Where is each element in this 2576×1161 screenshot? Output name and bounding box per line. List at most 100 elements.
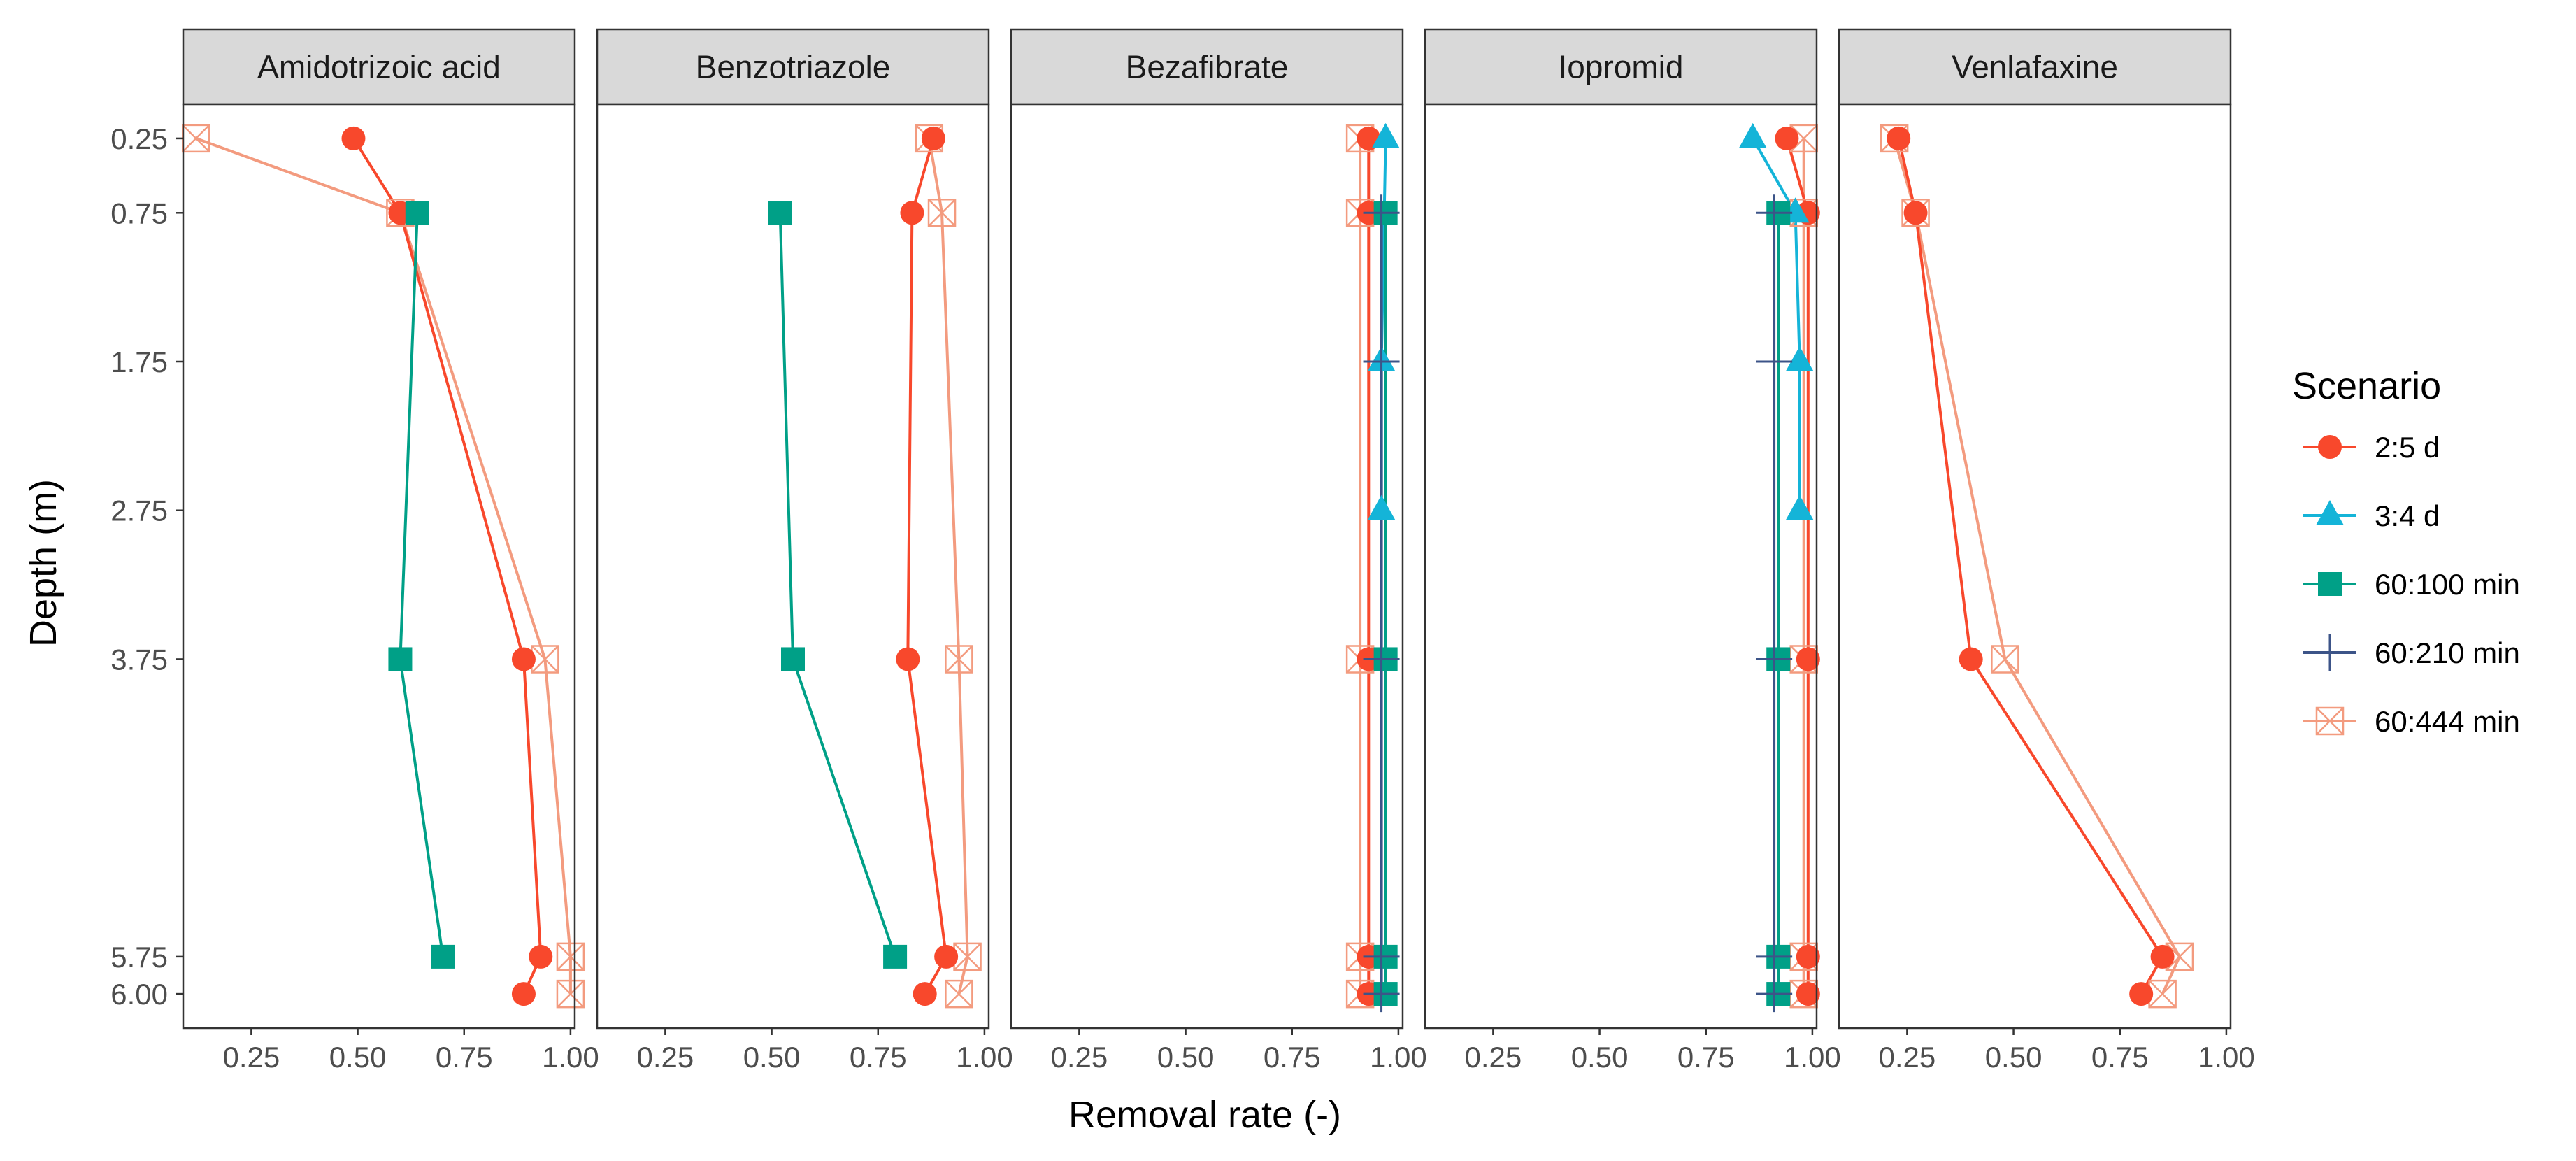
legend-key-marker — [2312, 634, 2348, 671]
point-2-5-d — [1887, 126, 1911, 150]
line-3-4-d — [1751, 137, 1801, 511]
x-axis-title: Removal rate (-) — [1068, 1094, 1341, 1136]
point-60-210-min — [1756, 976, 1793, 1013]
facet-strip-label: Iopromid — [1559, 49, 1684, 85]
x-tick-label: 0.25 — [223, 1041, 280, 1074]
point-60-444-min — [927, 199, 957, 227]
point-60-210-min — [1363, 938, 1400, 975]
series-markers — [182, 124, 585, 1009]
point-60-444-min — [945, 979, 973, 1009]
y-tick-label: 6.00 — [110, 978, 168, 1011]
legend-item-60-444-min: 60:444 min — [2303, 705, 2520, 738]
point-3-4-d — [1367, 494, 1396, 520]
panel-background — [1425, 104, 1817, 1028]
x-tick-label: 0.75 — [436, 1041, 493, 1074]
x-tick-label: 1.00 — [2198, 1041, 2255, 1074]
legend-key-marker — [2315, 706, 2345, 736]
point-60-100-min — [405, 201, 429, 225]
facet-panel-iopromid: Iopromid 0.25 0.50 0.75 1.00 — [1424, 28, 1841, 1074]
point-60-100-min — [883, 944, 908, 969]
point-2-5-d — [1796, 647, 1820, 671]
panel-border — [1838, 103, 2232, 1030]
legend-label: 60:100 min — [2375, 568, 2520, 601]
legend-label: 60:444 min — [2375, 705, 2520, 738]
point-2-5-d — [511, 647, 536, 671]
point-60-210-min — [1756, 641, 1793, 678]
point-2-5-d — [1796, 982, 1820, 1006]
facet-strip-label: Venlafaxine — [1952, 49, 2118, 85]
legend-label: 2:5 d — [2375, 431, 2440, 464]
point-60-100-min — [781, 647, 805, 671]
panel-background — [183, 104, 575, 1028]
series-markers — [1880, 124, 2194, 1009]
panel-background — [1011, 104, 1403, 1028]
series-markers — [768, 124, 982, 1009]
y-tick-label: 0.75 — [110, 197, 168, 229]
x-tick-label: 0.25 — [1465, 1041, 1522, 1074]
point-2-5-d — [913, 982, 937, 1006]
point-3-4-d — [1785, 346, 1814, 372]
x-tick-label: 0.25 — [1051, 1041, 1108, 1074]
point-60-210-min — [1756, 938, 1793, 975]
facet-panel-venlafaxine: Venlafaxine 0.25 0.50 0.75 1.00 — [1838, 28, 2255, 1074]
point-2-5-d — [1959, 647, 1983, 671]
legend-item-3-4-d: 3:4 d — [2303, 499, 2440, 532]
legend-label: 60:210 min — [2375, 636, 2520, 669]
point-60-210-min — [1756, 194, 1793, 232]
point-2-5-d — [529, 944, 553, 969]
x-tick-label: 0.25 — [1879, 1041, 1936, 1074]
series-markers — [1345, 122, 1400, 1013]
point-2-5-d — [341, 126, 366, 150]
x-tick-label: 0.75 — [1264, 1041, 1321, 1074]
legend-item-60-210-min: 60:210 min — [2303, 634, 2520, 671]
point-2-5-d — [2150, 944, 2175, 969]
x-tick-label: 0.75 — [1677, 1041, 1735, 1074]
x-tick-label: 0.25 — [637, 1041, 694, 1074]
y-tick-label: 1.75 — [110, 346, 168, 378]
x-tick-label: 0.50 — [1985, 1041, 2042, 1074]
y-axis: 0.25 0.75 1.75 2.75 3.75 5.75 6.00 — [110, 122, 183, 1011]
point-60-100-min — [388, 647, 413, 671]
facet-panel-amidotrizoic-acid: Amidotrizoic acid 0.25 0.50 0.75 1.00 — [182, 28, 599, 1074]
point-2-5-d — [1796, 944, 1820, 969]
point-2-5-d — [896, 647, 920, 671]
x-tick-label: 0.50 — [743, 1041, 801, 1074]
x-tick-label: 0.50 — [1157, 1041, 1215, 1074]
point-2-5-d — [1775, 126, 1799, 150]
legend-key-marker — [2318, 572, 2342, 596]
point-3-4-d — [1785, 494, 1814, 520]
facet-strip — [1010, 28, 1404, 106]
point-60-210-min — [1756, 343, 1793, 380]
legend-label: 3:4 d — [2375, 499, 2440, 532]
point-2-5-d — [921, 126, 945, 150]
series-markers — [1738, 122, 1820, 1013]
y-tick-label: 5.75 — [110, 941, 168, 974]
facet-strip — [182, 28, 576, 106]
y-tick-label: 0.25 — [110, 122, 168, 155]
x-tick-label: 1.00 — [542, 1041, 599, 1074]
panel-border — [182, 103, 576, 1030]
panel-border — [1010, 103, 1404, 1030]
legend: Scenario 2:5 d 3:4 d 60:100 min 60:210 min 6… — [2292, 365, 2520, 738]
y-tick-label: 3.75 — [110, 643, 168, 676]
point-2-5-d — [934, 944, 959, 969]
y-axis-title: Depth (m) — [22, 479, 64, 647]
point-2-5-d — [2129, 982, 2154, 1006]
facet-strip-label: Bezafibrate — [1126, 49, 1289, 85]
point-2-5-d — [1903, 201, 1928, 225]
x-tick-label: 0.75 — [2091, 1041, 2149, 1074]
point-60-444-min — [1991, 645, 2019, 674]
facet-strip-label: Benzotriazole — [696, 49, 891, 85]
x-tick-label: 1.00 — [1370, 1041, 1427, 1074]
x-tick-label: 0.50 — [329, 1041, 387, 1074]
point-2-5-d — [900, 201, 924, 225]
y-tick-label: 2.75 — [110, 494, 168, 527]
panel-border — [596, 103, 990, 1030]
point-2-5-d — [511, 982, 536, 1006]
facet-strip — [596, 28, 990, 106]
legend-key-marker — [2316, 500, 2344, 525]
panel-background — [1839, 104, 2231, 1028]
point-60-444-min — [945, 645, 973, 674]
